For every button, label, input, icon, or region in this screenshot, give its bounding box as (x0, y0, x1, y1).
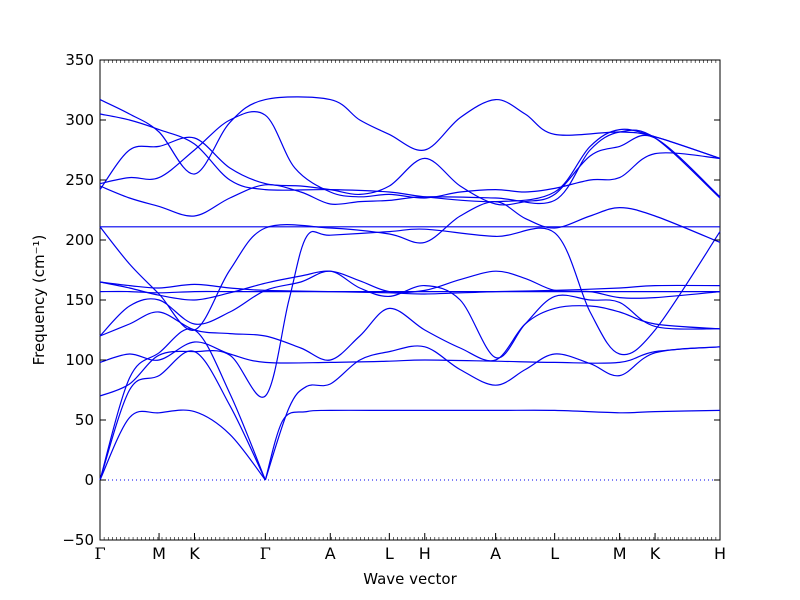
kpoint-label: K (650, 544, 661, 563)
plot-frame (99, 59, 721, 541)
band-14 (99, 129, 721, 217)
y-tick-label: 300 (65, 111, 94, 129)
band-5 (99, 227, 721, 398)
kpoint-label: M (613, 544, 627, 563)
kpoint-label: M (152, 544, 166, 563)
y-axis-label: Frequency (cm⁻¹) (30, 235, 48, 366)
band-13 (99, 200, 721, 331)
kpoint-label: L (550, 544, 559, 563)
band-17 (99, 113, 721, 203)
band-9 (99, 290, 720, 294)
kpoint-label: Γ (94, 544, 105, 563)
band-6 (99, 341, 721, 364)
band-0 (99, 409, 266, 481)
band-4 (99, 328, 266, 481)
band-15 (99, 111, 721, 199)
axes (99, 59, 721, 541)
kpoint-label: K (189, 544, 200, 563)
kpoint-label: Γ (260, 544, 271, 563)
band-16 (99, 134, 721, 206)
band-3 (264, 345, 721, 481)
band-1 (264, 409, 721, 481)
kpoint-label: A (325, 544, 336, 563)
band-10 (99, 270, 721, 301)
band-2 (99, 350, 266, 481)
y-tick-label: 200 (65, 231, 94, 249)
y-tick-label: 350 (65, 51, 94, 69)
axis-ticks: −50 0 50 100 150 200 250 300 350 Γ M K Γ A L H A L M K H (62, 51, 726, 563)
kpoint-label: H (714, 544, 726, 563)
y-tick-label: 250 (65, 171, 94, 189)
band-8 (99, 270, 721, 359)
band-11 (99, 281, 721, 295)
kpoint-label: A (490, 544, 501, 563)
band-lines (99, 96, 721, 481)
x-axis-label: Wave vector (363, 570, 457, 588)
y-tick-label: −50 (62, 531, 94, 549)
band-18 (99, 96, 721, 175)
y-tick-label: 150 (65, 291, 94, 309)
y-tick-label: 100 (65, 351, 94, 369)
y-tick-label: 50 (75, 411, 94, 429)
kpoint-label: H (419, 544, 431, 563)
kpoint-label: L (385, 544, 394, 563)
y-tick-label: 0 (84, 471, 94, 489)
